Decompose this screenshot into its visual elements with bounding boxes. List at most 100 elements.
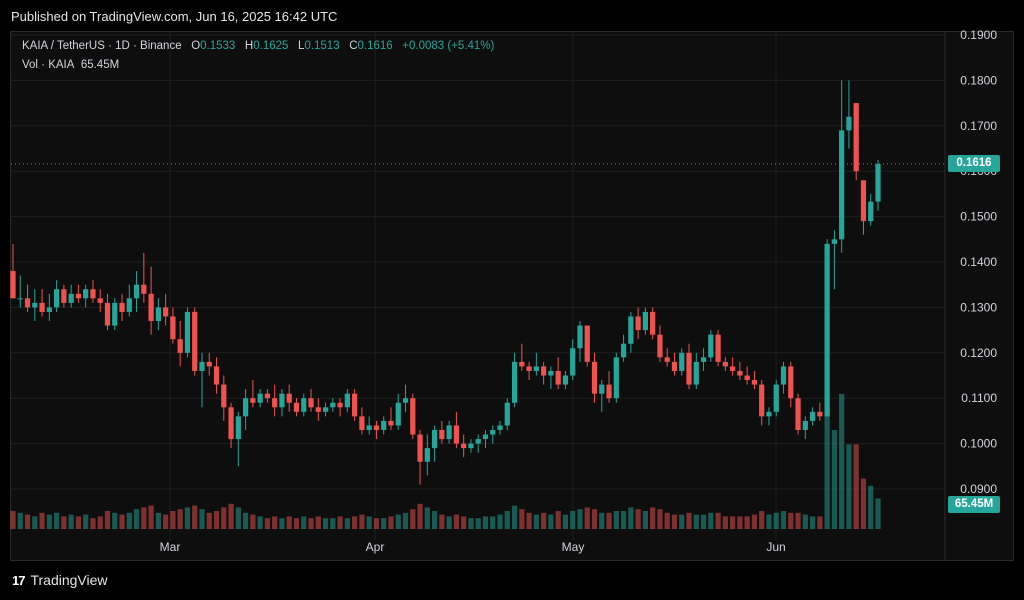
- volume-bar: [824, 406, 830, 529]
- candle-body: [599, 384, 605, 394]
- candle-body: [686, 352, 692, 385]
- open-value: 0.1533: [200, 40, 236, 52]
- volume-bar: [591, 509, 598, 529]
- volume-bar: [366, 516, 372, 529]
- volume-bar: [548, 514, 554, 529]
- volume-bar: [373, 518, 380, 529]
- candle-body: [875, 163, 881, 202]
- y-tick-label: 0.1200: [960, 346, 997, 360]
- volume-bar: [511, 505, 518, 529]
- volume-bar: [308, 518, 314, 529]
- volume-bar: [104, 511, 111, 529]
- volume-bar: [650, 507, 656, 529]
- x-tick-label: Jun: [766, 540, 785, 554]
- volume-bar: [504, 511, 510, 529]
- volume-bar: [759, 511, 765, 529]
- volume-bar: [293, 518, 300, 529]
- candle-body: [206, 361, 212, 367]
- candle-body: [795, 398, 801, 430]
- volume-bar: [177, 509, 183, 529]
- candle-body: [126, 298, 132, 312]
- y-tick-label: 0.1700: [960, 119, 997, 133]
- candle-body: [693, 361, 699, 385]
- volume-bar: [235, 507, 241, 529]
- volume-bar: [570, 511, 576, 529]
- volume-bar: [119, 514, 125, 529]
- volume-bar: [809, 516, 816, 529]
- candle-body: [773, 384, 779, 412]
- volume-bar: [461, 516, 467, 529]
- candle-body: [75, 293, 82, 299]
- volume-label[interactable]: Vol · KAIA: [22, 59, 75, 71]
- candle-body: [860, 180, 867, 222]
- volume-bar: [46, 514, 52, 529]
- candle-body: [606, 384, 612, 399]
- volume-bar: [468, 518, 474, 529]
- candle-body: [199, 361, 205, 371]
- candle-body: [490, 429, 496, 435]
- volume-bar: [693, 514, 699, 529]
- candle-body: [39, 302, 45, 312]
- candle-body: [395, 402, 401, 426]
- volume-bar: [192, 505, 198, 529]
- volume-bar: [184, 507, 191, 529]
- candle-body: [184, 311, 191, 353]
- volume-bar: [599, 512, 605, 529]
- candle-body: [17, 298, 23, 300]
- candle-body: [366, 425, 372, 430]
- tradingview-brand[interactable]: 17 TradingView: [12, 572, 108, 588]
- volume-bar: [541, 512, 547, 529]
- candle-body: [555, 370, 561, 385]
- volume-bar: [831, 430, 838, 529]
- candle-body: [417, 434, 423, 462]
- candle-body: [61, 289, 67, 303]
- volume-bar: [628, 507, 634, 529]
- candle-body: [83, 289, 89, 299]
- candle-body: [570, 348, 576, 376]
- candle-body: [293, 402, 300, 412]
- candle-body: [315, 407, 321, 412]
- candle-body: [53, 289, 60, 308]
- candle-body: [577, 325, 583, 349]
- volume-bar: [381, 518, 387, 529]
- candle-body: [708, 334, 714, 358]
- change-value: +0.0083 (+5.41%): [402, 40, 495, 52]
- volume-bar: [53, 512, 60, 529]
- candle-body: [330, 402, 336, 408]
- published-label: Published on TradingView.com, Jun 16, 20…: [11, 9, 338, 24]
- candle-body: [759, 384, 765, 417]
- volume-bar: [446, 516, 452, 529]
- candle-body: [424, 448, 430, 462]
- y-tick-label: 0.1500: [960, 210, 997, 224]
- candle-body: [766, 411, 772, 417]
- candle-body: [809, 411, 816, 421]
- volume-bar: [817, 516, 823, 529]
- volume-bar: [679, 514, 685, 529]
- y-tick-label: 0.0900: [960, 482, 997, 496]
- candle-body: [839, 130, 845, 240]
- volume-bar: [737, 516, 743, 529]
- volume-bar: [155, 512, 161, 529]
- candle-body: [68, 293, 74, 303]
- tradingview-logo-icon: 17: [12, 572, 26, 588]
- top-bar: Published on TradingView.com, Jun 16, 20…: [0, 0, 1024, 32]
- candle-body: [671, 361, 678, 371]
- symbol-label[interactable]: KAIA / TetherUS · 1D · Binance: [22, 40, 182, 52]
- volume-bar: [846, 444, 852, 529]
- volume-bar: [359, 514, 365, 529]
- volume-bar: [526, 512, 532, 529]
- close-value: 0.1616: [357, 40, 393, 52]
- volume-bar: [388, 516, 394, 529]
- x-tick-label: Apr: [366, 540, 385, 554]
- volume-bar: [352, 516, 358, 529]
- volume-bar: [751, 514, 758, 529]
- candle-body: [155, 307, 161, 322]
- volume-bar: [780, 511, 787, 529]
- candle-body: [97, 298, 103, 303]
- candle-body: [388, 420, 394, 426]
- volume-bar: [286, 516, 292, 529]
- y-tick-label: 0.1300: [960, 300, 997, 314]
- volume-bar: [112, 512, 118, 529]
- ohlc-legend: KAIA / TetherUS · 1D · Binance O0.1533 H…: [22, 40, 494, 52]
